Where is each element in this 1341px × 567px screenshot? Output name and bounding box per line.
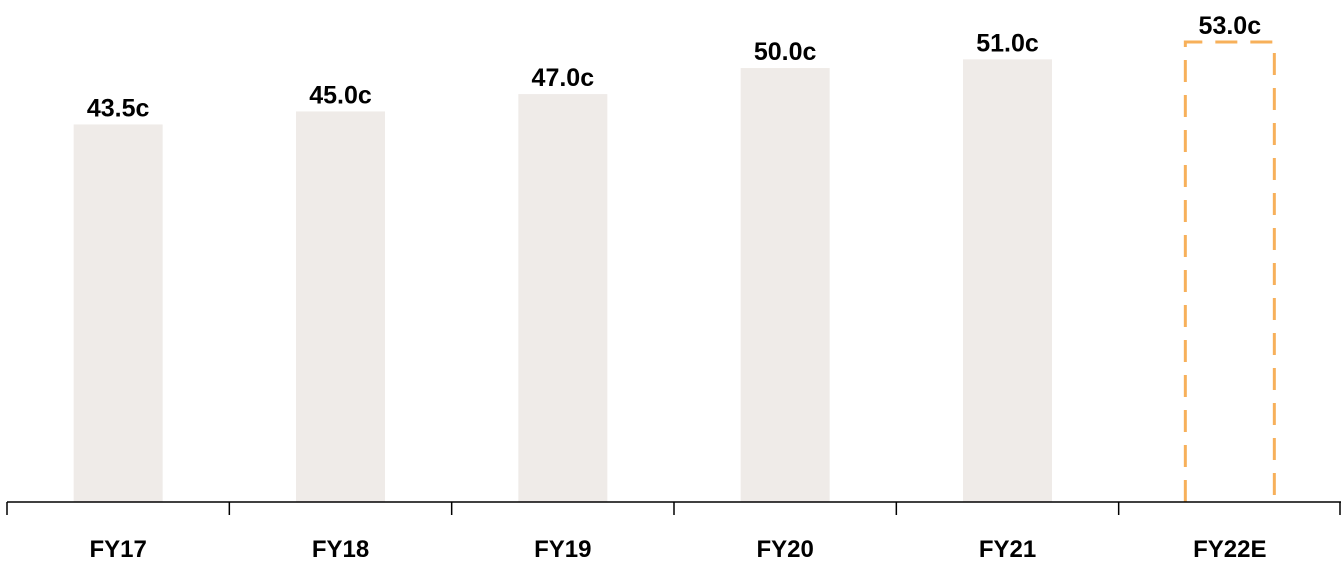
bar-fy21 [963, 59, 1052, 502]
x-tick-label-fy18: FY18 [312, 536, 369, 562]
x-tick-label-fy22e: FY22E [1193, 536, 1266, 562]
x-tick-label-fy17: FY17 [89, 536, 146, 562]
x-tick-label-fy19: FY19 [534, 536, 591, 562]
bar-fy22e-estimate [1183, 40, 1276, 502]
x-tick-labels-layer: FY17 FY18 FY19 FY20 FY21 FY22E [89, 536, 1266, 563]
bar-fy18 [296, 111, 385, 502]
bars-layer [73, 40, 1276, 503]
x-axis [6, 501, 1341, 515]
bar-fy19 [518, 94, 608, 502]
bar-fy17 [73, 124, 163, 503]
x-tick-label-fy21: FY21 [979, 536, 1036, 562]
data-labels-layer: 43.5c 45.0c 47.0c 50.0c 51.0c 53.0c [87, 12, 1261, 122]
x-tick-label-fy20: FY20 [756, 536, 813, 562]
data-label-fy18: 45.0c [309, 81, 372, 109]
data-label-fy20: 50.0c [754, 38, 817, 66]
data-label-fy22e: 53.0c [1199, 12, 1262, 40]
data-label-fy21: 51.0c [976, 29, 1039, 57]
data-label-fy17: 43.5c [87, 94, 150, 122]
bar-fy20 [740, 68, 830, 503]
data-label-fy19: 47.0c [532, 64, 595, 92]
